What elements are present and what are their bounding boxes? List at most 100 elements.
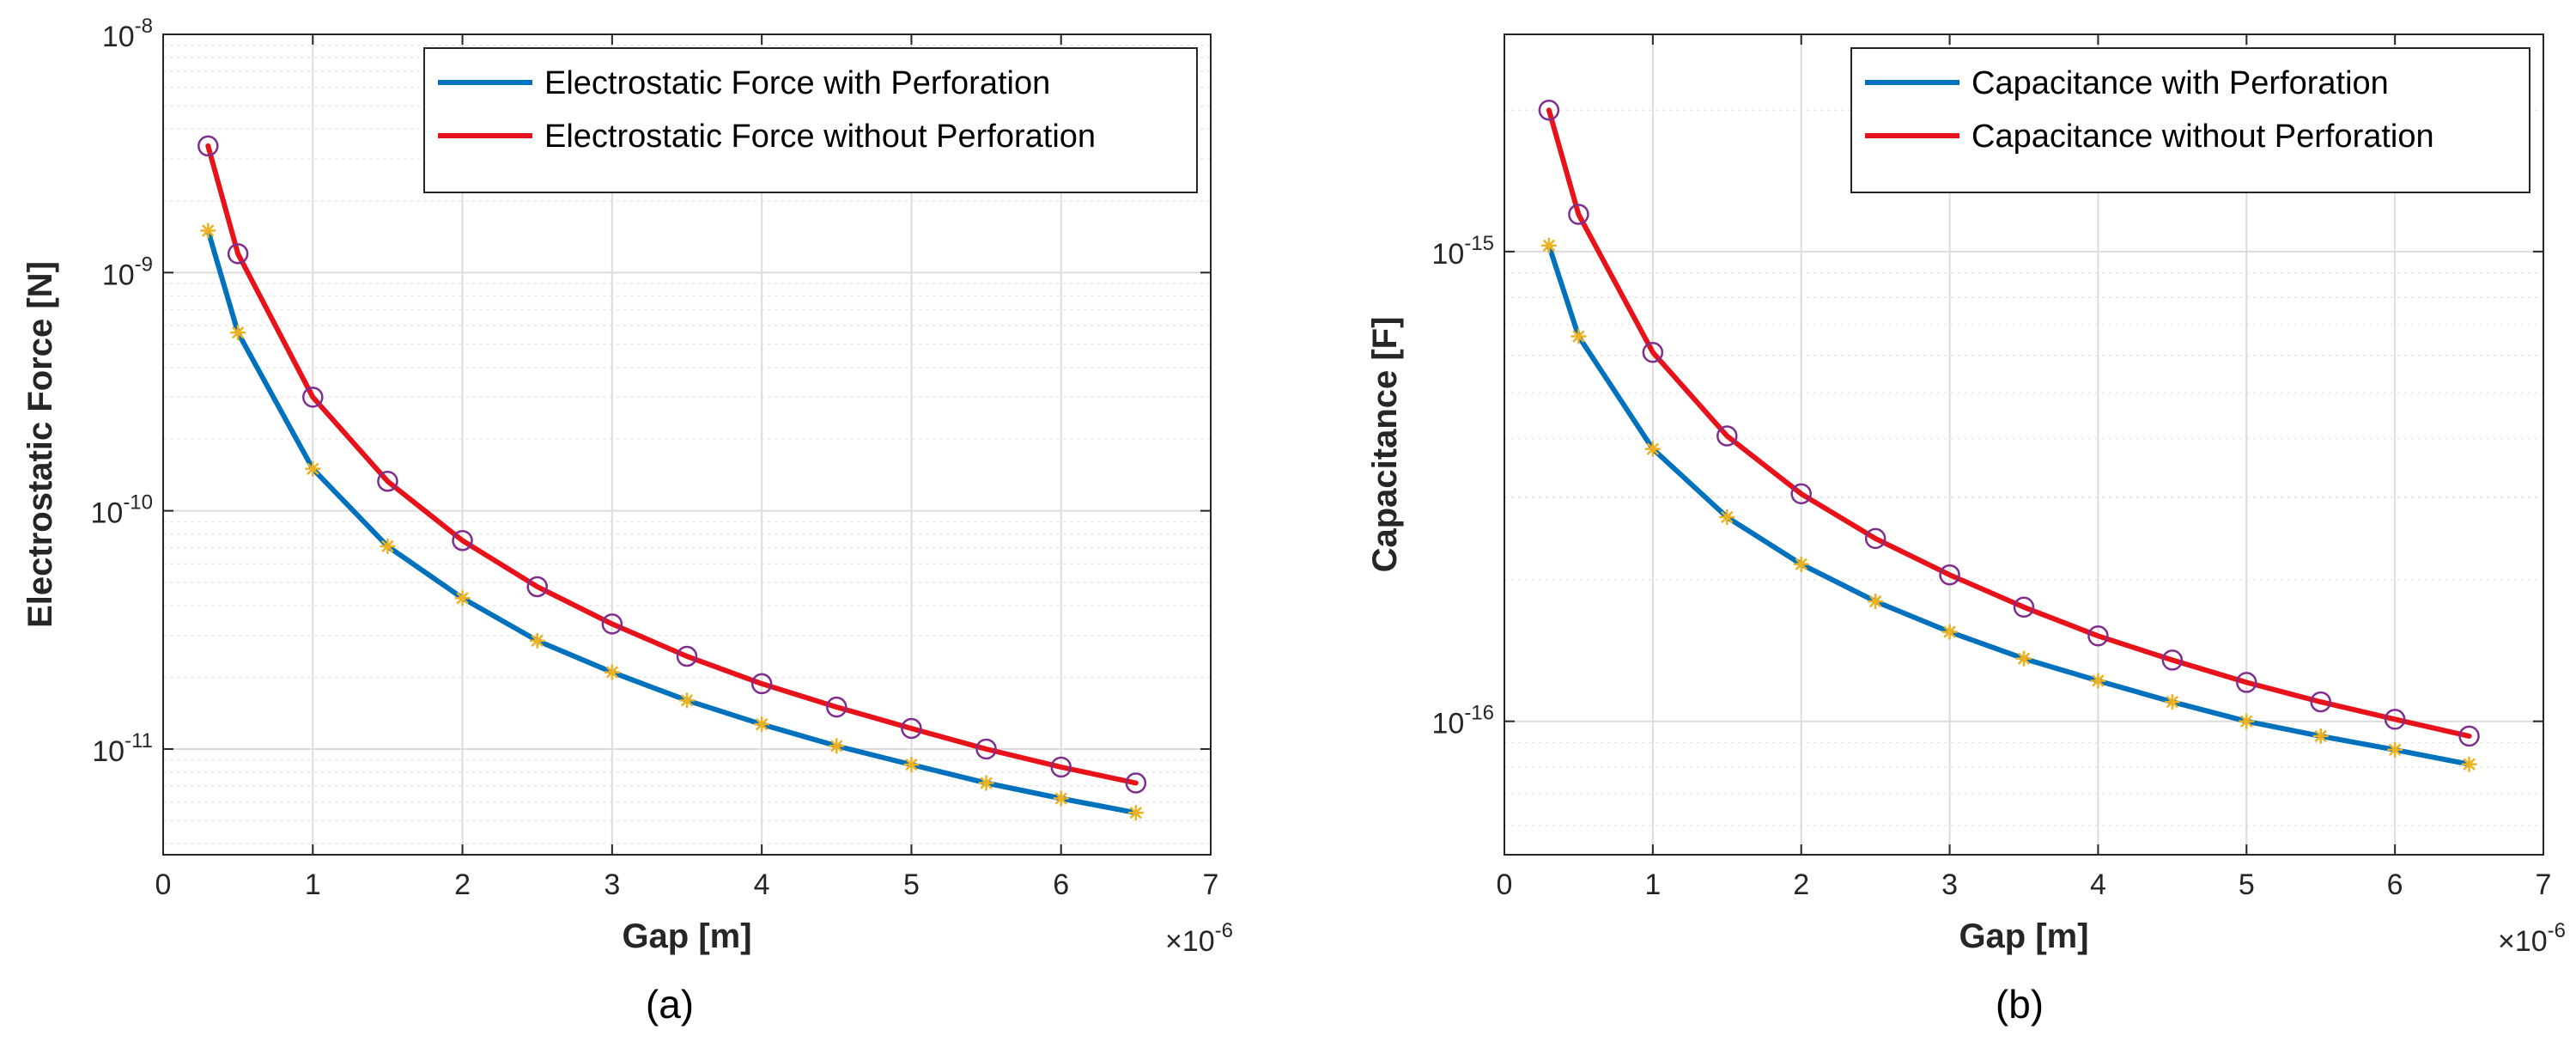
series-with-perforation <box>1540 237 2477 772</box>
y-tick-label: 10-8 <box>102 15 153 53</box>
star-marker <box>1868 594 1884 610</box>
circle-marker <box>1050 756 1072 778</box>
star-marker <box>1127 805 1144 821</box>
star-marker <box>230 325 246 341</box>
circle-marker <box>1790 483 1812 505</box>
circle-marker <box>227 243 249 265</box>
circle-marker <box>1538 99 1560 121</box>
star-marker <box>754 716 770 733</box>
axes-box <box>162 34 1212 856</box>
x-tick-label: 4 <box>2090 868 2106 901</box>
star-marker <box>1719 509 1735 526</box>
circle-marker <box>826 696 848 718</box>
x-multiplier: ×10-6 <box>1165 919 1233 958</box>
star-marker <box>1571 328 1587 344</box>
legend-label: Electrostatic Force without Perforation <box>544 119 1096 155</box>
legend-label: Capacitance without Perforation <box>1971 119 2434 155</box>
legend-box <box>423 47 1198 193</box>
circle-marker <box>1716 425 1738 447</box>
x-tick-label: 5 <box>2239 868 2255 901</box>
x-tick-label: 5 <box>903 868 920 901</box>
star-marker <box>1053 790 1069 807</box>
star-marker <box>978 775 994 791</box>
circle-marker <box>676 645 698 667</box>
circle-marker <box>2458 725 2480 747</box>
legend-box <box>1850 47 2530 193</box>
axes-box <box>1504 34 2544 856</box>
circle-marker <box>302 387 324 408</box>
star-marker <box>2164 694 2180 710</box>
star-marker <box>604 664 620 680</box>
star-marker <box>2016 650 2032 667</box>
y-tick-label: 10-9 <box>102 253 153 291</box>
circle-marker <box>975 738 997 760</box>
star-marker <box>1644 441 1661 457</box>
star-marker <box>2239 713 2255 729</box>
x-axis-label: Gap [m] <box>622 917 751 955</box>
star-marker <box>2461 756 2477 772</box>
series-line <box>1546 107 2472 739</box>
x-tick-label: 6 <box>2387 868 2403 901</box>
circle-marker <box>1642 341 1664 363</box>
circle-marker <box>1864 527 1886 550</box>
star-marker <box>1793 556 1809 572</box>
panel-a: 0 1 2 3 4 5 6 7 10-8 10-9 10-10 10-11 ×10-6 Gap [m] El… <box>21 15 1233 1027</box>
circle-marker <box>2236 672 2257 693</box>
star-marker <box>1941 624 1958 640</box>
series-with-perforation <box>200 222 1144 821</box>
star-marker <box>454 590 471 606</box>
x-tick-label: 3 <box>1941 868 1958 901</box>
circle-marker <box>1939 564 1960 586</box>
star-marker <box>380 538 396 554</box>
x-axis-label: Gap [m] <box>1959 917 2088 955</box>
star-marker <box>529 632 545 649</box>
circle-marker <box>2087 625 2109 647</box>
x-tick-label: 1 <box>1644 868 1661 901</box>
star-marker <box>305 460 321 477</box>
x-tick-label: 3 <box>604 868 620 901</box>
circle-marker <box>526 576 548 598</box>
star-marker <box>2090 673 2106 689</box>
legend-label: Capacitance with Perforation <box>1971 65 2389 101</box>
circle-marker <box>750 673 773 695</box>
legend: Electrostatic Force with Perforation Elec… <box>423 47 1198 193</box>
y-tick-label: 10-10 <box>90 491 153 530</box>
y-tick-label: 10-16 <box>1431 702 1494 740</box>
series-without-perforation <box>1538 99 2480 747</box>
star-marker <box>2312 728 2329 744</box>
star-marker <box>679 692 695 709</box>
series-without-perforation <box>197 135 1147 794</box>
x-tick-label: 7 <box>1203 868 1219 901</box>
series-line <box>1546 242 2472 767</box>
circle-marker <box>2310 691 2331 713</box>
circle-marker <box>601 613 623 635</box>
star-marker <box>200 222 216 239</box>
panel-caption: (a) <box>646 982 694 1027</box>
star-marker <box>2387 741 2403 758</box>
x-tick-label: 0 <box>155 868 172 901</box>
star-marker <box>829 738 845 754</box>
circle-marker <box>901 717 922 740</box>
y-axis-label: Electrostatic Force [N] <box>21 261 59 628</box>
circle-marker <box>2384 709 2406 730</box>
series-line <box>205 228 1139 816</box>
x-tick-label: 1 <box>305 868 321 901</box>
x-tick-label: 0 <box>1497 868 1513 901</box>
y-tick-label: 10-11 <box>92 729 153 768</box>
x-tick-label: 2 <box>1793 868 1809 901</box>
x-tick-label: 2 <box>454 868 471 901</box>
star-marker <box>903 757 920 773</box>
circle-marker <box>452 530 473 551</box>
y-axis-label: Capacitance [F] <box>1366 317 1404 573</box>
legend: Capacitance with Perforation Capacitance … <box>1850 47 2530 193</box>
x-tick-label: 4 <box>754 868 770 901</box>
panel-b: 0 1 2 3 4 5 6 7 10-15 10-16 ×10-6 Gap [m] Capacitanc… <box>1366 34 2566 1027</box>
panel-caption: (b) <box>1996 982 2044 1027</box>
x-tick-label: 6 <box>1053 868 1069 901</box>
y-tick-label: 10-15 <box>1431 232 1494 271</box>
x-multiplier: ×10-6 <box>2498 919 2566 958</box>
series-line <box>205 143 1139 786</box>
legend-label: Electrostatic Force with Perforation <box>544 65 1050 101</box>
circle-marker <box>2013 596 2035 618</box>
